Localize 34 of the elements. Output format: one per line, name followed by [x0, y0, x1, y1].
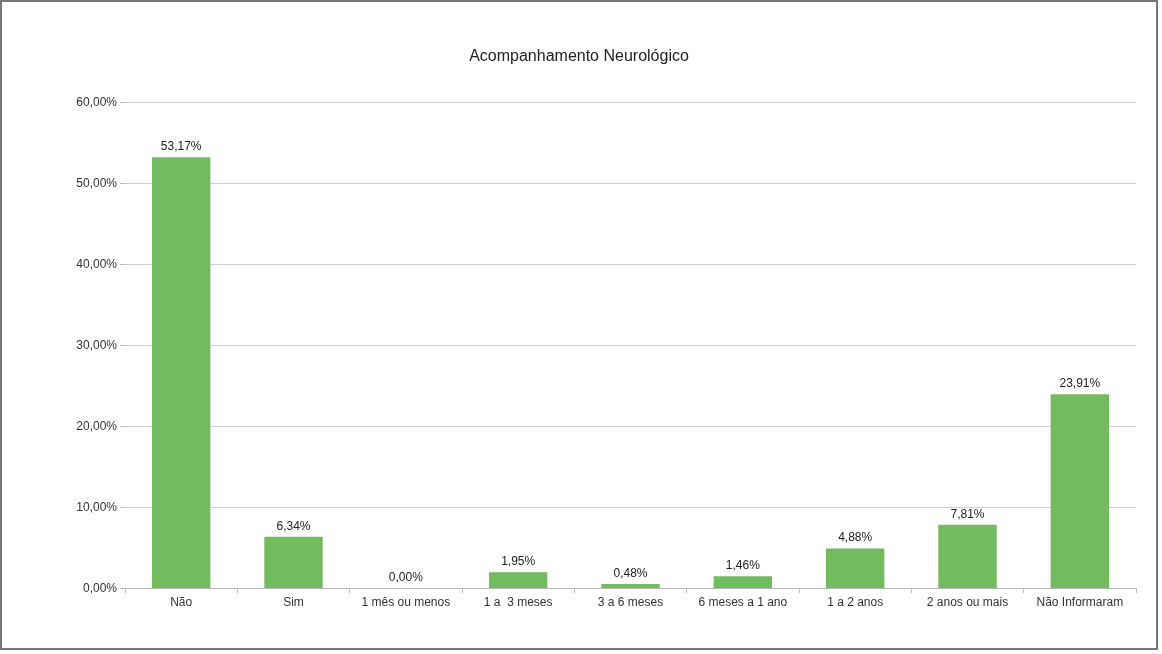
- data-label: 1,46%: [725, 558, 761, 573]
- data-label: 53,17%: [160, 139, 202, 154]
- x-tick-label: 2 anos ou mais: [926, 595, 1009, 609]
- bar: [825, 548, 885, 588]
- data-label: 1,95%: [501, 554, 536, 569]
- x-tick-label: Sim: [283, 595, 304, 609]
- bar: [713, 576, 773, 588]
- bar: [488, 572, 548, 588]
- bar: [1050, 394, 1110, 588]
- y-tick-label: 30,00%: [76, 338, 118, 352]
- data-label: 0,00%: [388, 570, 424, 584]
- x-tick-label: 3 a 6 meses: [597, 595, 664, 609]
- data-label: 23,91%: [1059, 376, 1101, 391]
- data-label: 6,34%: [276, 518, 311, 533]
- chart-title: Acompanhamento Neurológico: [469, 46, 689, 64]
- x-tick-label: Não: [170, 595, 193, 609]
- y-tick-label: 50,00%: [76, 176, 118, 190]
- bar: [264, 536, 323, 588]
- x-tick-label: 1 a 3 meses: [483, 595, 553, 609]
- bar: [938, 524, 997, 588]
- y-tick-label: 10,00%: [76, 500, 118, 514]
- x-tick-label: Não Informaram: [1036, 595, 1124, 609]
- data-label: 7,81%: [950, 506, 985, 521]
- x-tick-label: 6 meses a 1 ano: [698, 595, 788, 609]
- bar: [601, 584, 660, 588]
- x-tick-label: 1 mês ou menos: [361, 595, 451, 609]
- y-tick-label: 60,00%: [76, 95, 118, 109]
- y-tick-label: 20,00%: [76, 419, 118, 433]
- y-tick-label: 0,00%: [82, 581, 118, 595]
- data-label: 4,88%: [838, 530, 873, 545]
- x-tick-label: 1 a 2 anos: [827, 595, 884, 609]
- data-label: 0,48%: [613, 566, 648, 581]
- bar: [151, 157, 211, 588]
- y-tick-label: 40,00%: [76, 257, 118, 271]
